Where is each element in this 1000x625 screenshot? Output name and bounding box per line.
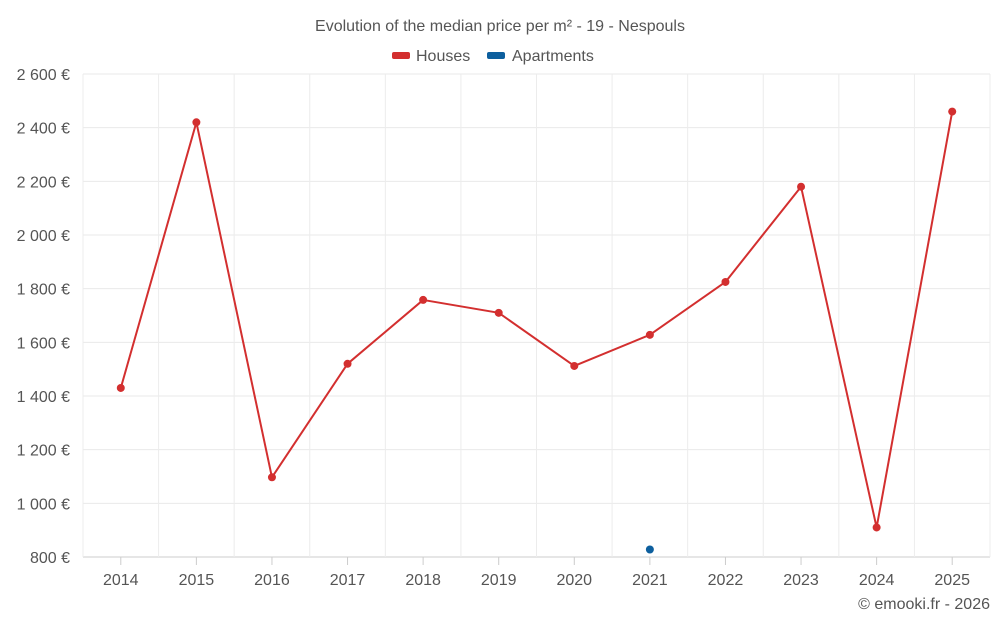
legend: Houses Apartments (392, 48, 594, 65)
point-houses-2014[interactable] (116, 383, 125, 392)
series-layer (116, 107, 957, 554)
point-houses-2015[interactable] (192, 118, 201, 127)
x-tick-label-2022: 2022 (708, 572, 744, 589)
x-tick-label-2015: 2015 (179, 572, 215, 589)
y-axis: 800 € 1 000 € 1 200 € 1 400 € 1 600 € 1 800 €… (17, 67, 70, 567)
y-tick-label: 2 000 € (17, 228, 70, 245)
y-tick-label: 1 800 € (17, 282, 70, 299)
point-houses-2019[interactable] (494, 308, 503, 317)
point-houses-2016[interactable] (267, 473, 276, 482)
point-houses-2022[interactable] (721, 277, 730, 286)
point-houses-2017[interactable] (343, 359, 352, 368)
point-houses-2025[interactable] (948, 107, 957, 116)
point-houses-2018[interactable] (419, 295, 428, 304)
x-tick-label-2020: 2020 (556, 572, 592, 589)
x-tick-label-2017: 2017 (330, 572, 366, 589)
point-houses-2020[interactable] (570, 361, 579, 370)
chart-title: Evolution of the median price per m² - 1… (315, 18, 685, 35)
point-houses-2023[interactable] (797, 182, 806, 191)
y-tick-label: 1 600 € (17, 335, 70, 352)
point-apartments-2021[interactable] (645, 545, 654, 554)
x-tick-label-2018: 2018 (405, 572, 441, 589)
y-tick-label: 1 000 € (17, 496, 70, 513)
legend-swatch-houses[interactable] (392, 52, 410, 59)
grid (82, 73, 991, 558)
x-tick-label-2021: 2021 (632, 572, 668, 589)
x-tick-label-2024: 2024 (859, 572, 895, 589)
series-line-houses (119, 111, 954, 529)
x-tick-label-2014: 2014 (103, 572, 139, 589)
point-houses-2024[interactable] (872, 523, 881, 532)
x-tick-label-2025: 2025 (934, 572, 970, 589)
legend-swatch-apartments[interactable] (487, 52, 505, 59)
x-tick-label-2019: 2019 (481, 572, 517, 589)
y-tick-label: 800 € (30, 550, 70, 567)
credit: © emooki.fr - 2026 (858, 596, 990, 613)
y-tick-label: 1 200 € (17, 443, 70, 460)
x-tick-label-2016: 2016 (254, 572, 290, 589)
legend-label-apartments[interactable]: Apartments (512, 48, 594, 65)
point-houses-2021[interactable] (645, 330, 654, 339)
y-tick-label: 2 200 € (17, 174, 70, 191)
y-tick-label: 2 600 € (17, 67, 70, 84)
y-tick-label: 2 400 € (17, 121, 70, 138)
x-axis: 2014 2015 2016 2017 2018 2019 2020 2021 2022 2023… (103, 557, 970, 589)
y-tick-label: 1 400 € (17, 389, 70, 406)
legend-label-houses[interactable]: Houses (416, 48, 470, 65)
x-tick-label-2023: 2023 (783, 572, 819, 589)
